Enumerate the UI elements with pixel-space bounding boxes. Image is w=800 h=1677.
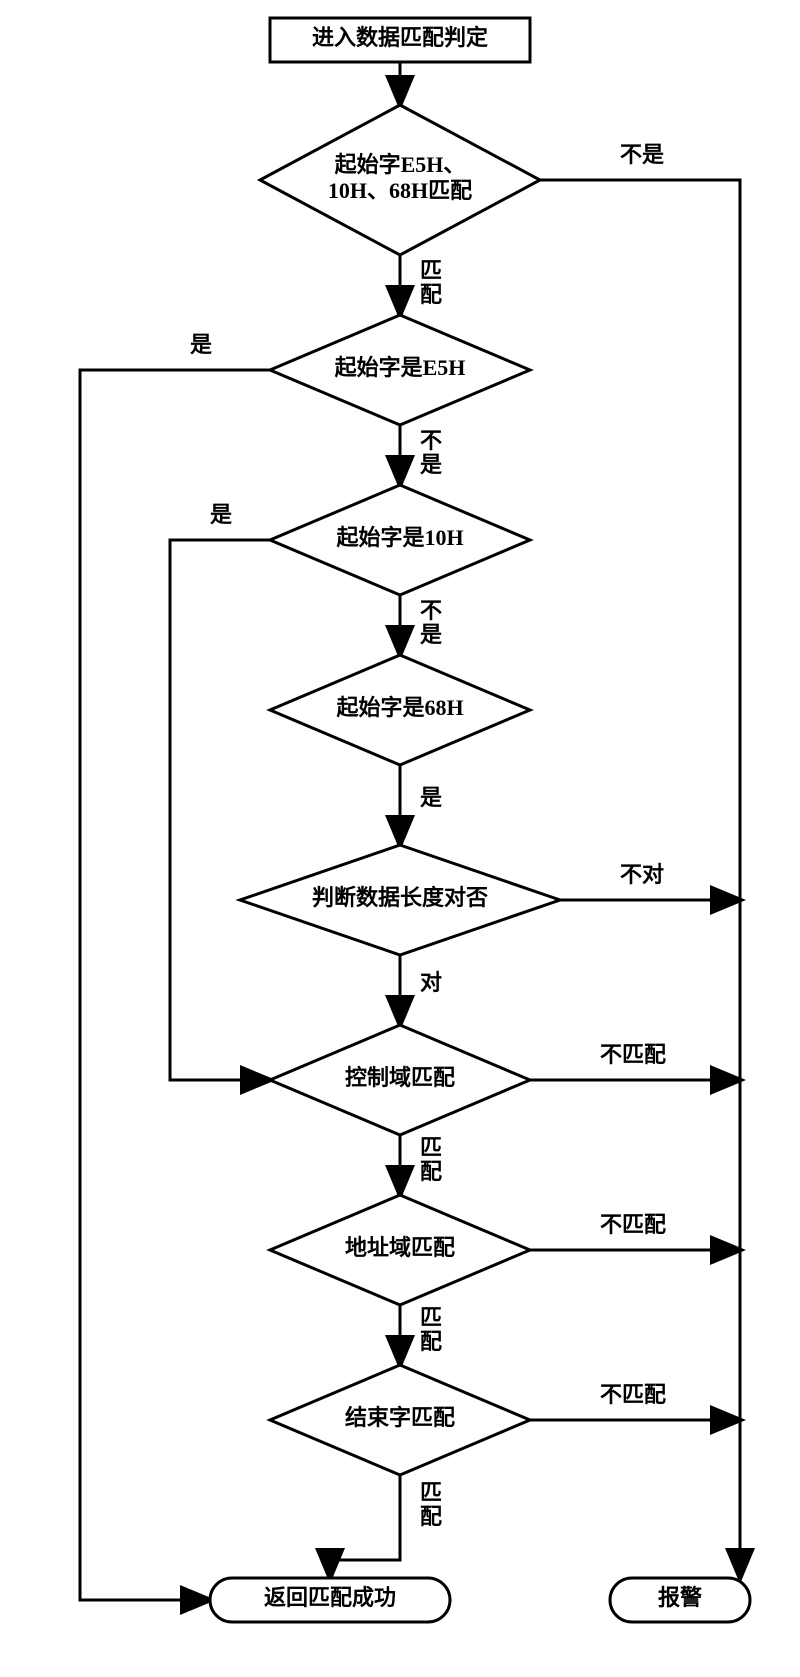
node-d6: 控制域匹配 (270, 1025, 530, 1135)
edge-label: 不匹配 (600, 1382, 666, 1407)
node-d8: 结束字匹配 (270, 1365, 530, 1475)
svg-text:结束字匹配: 结束字匹配 (345, 1405, 455, 1430)
node-d1: 起始字E5H、10H、68H匹配 (260, 105, 540, 255)
edge-label: 不匹配 (600, 1212, 666, 1237)
edge-label: 是 (420, 622, 442, 647)
node-d2: 起始字是E5H (270, 315, 530, 425)
svg-text:返回匹配成功: 返回匹配成功 (264, 1585, 396, 1610)
svg-text:控制域匹配: 控制域匹配 (345, 1065, 455, 1090)
edge (330, 1475, 400, 1578)
edge-label: 不对 (620, 862, 664, 887)
svg-text:起始字是E5H: 起始字是E5H (334, 355, 466, 380)
svg-text:进入数据匹配判定: 进入数据匹配判定 (312, 25, 488, 50)
edge (170, 540, 270, 1080)
node-d7: 地址域匹配 (270, 1195, 530, 1305)
svg-text:起始字是10H: 起始字是10H (335, 525, 463, 550)
node-d4: 起始字是68H (270, 655, 530, 765)
edge-label: 不匹配 (600, 1042, 666, 1067)
svg-text:判断数据长度对否: 判断数据长度对否 (312, 885, 488, 910)
node-d3: 起始字是10H (270, 485, 530, 595)
edge (80, 370, 270, 1600)
node-success: 返回匹配成功 (210, 1578, 450, 1622)
edge-label: 配 (420, 1504, 442, 1529)
svg-text:地址域匹配: 地址域匹配 (345, 1235, 455, 1260)
edge-label: 对 (420, 970, 442, 995)
node-alarm: 报警 (610, 1578, 750, 1622)
edge-label: 匹 (420, 1305, 442, 1330)
nodes-group: 进入数据匹配判定起始字E5H、10H、68H匹配起始字是E5H起始字是10H起始… (210, 18, 750, 1622)
edge-label: 不 (420, 428, 442, 453)
edge-label: 是 (420, 785, 442, 810)
svg-text:起始字是68H: 起始字是68H (335, 695, 463, 720)
edge-label: 配 (420, 1329, 442, 1354)
edge-label: 是 (190, 332, 212, 357)
node-d5: 判断数据长度对否 (240, 845, 560, 955)
svg-text:报警: 报警 (658, 1585, 702, 1610)
edge-label: 配 (420, 282, 442, 307)
edge-label: 是 (420, 452, 442, 477)
edge-label: 不是 (620, 142, 664, 167)
edge-label: 配 (420, 1159, 442, 1184)
edge-label: 不 (420, 598, 442, 623)
edge-label: 匹 (420, 1135, 442, 1160)
svg-text:10H、68H匹配: 10H、68H匹配 (328, 178, 472, 203)
edge-label: 是 (210, 502, 232, 527)
flowchart-canvas: 匹配不是不是是对匹配匹配匹配不是不对不匹配不匹配不匹配是是进入数据匹配判定起始字… (0, 0, 800, 1677)
edge-label: 匹 (420, 1480, 442, 1505)
node-start: 进入数据匹配判定 (270, 18, 530, 62)
svg-text:起始字E5H、: 起始字E5H、 (334, 152, 466, 177)
edge-label: 匹 (420, 258, 442, 283)
